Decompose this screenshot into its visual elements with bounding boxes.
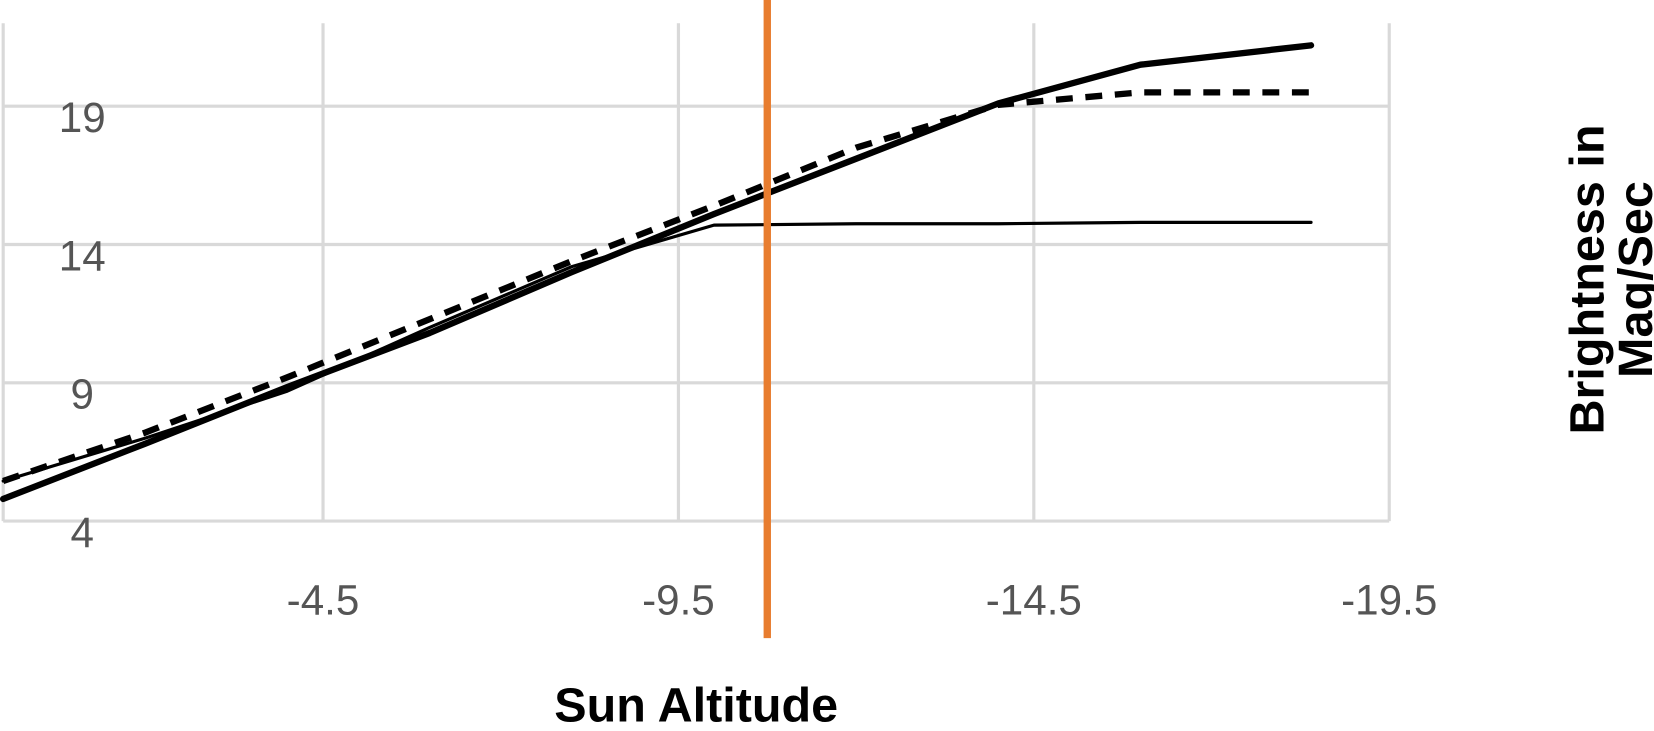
y-axis-title-line: Brightness in [1561,125,1615,435]
series-line [0,42,1315,503]
y-tick-label: 14 [59,232,106,279]
x-axis-title: Sun Altitude [554,679,838,731]
y-axis-title: Brightness in Mag/Sec [1561,125,1654,435]
y-tick-label: 9 [71,371,94,418]
x-tick-label: -14.5 [986,577,1082,624]
x-tick-label: -9.5 [642,577,715,624]
y-tick-label: 4 [71,509,94,556]
y-axis-title-line: Mag/Sec [1609,181,1654,378]
series-line [1,220,1313,483]
y-tick-label: 19 [59,94,106,141]
x-tick-label: -4.5 [287,577,360,624]
x-tick-label: -19.5 [1341,577,1437,624]
series-line [2,89,1312,484]
